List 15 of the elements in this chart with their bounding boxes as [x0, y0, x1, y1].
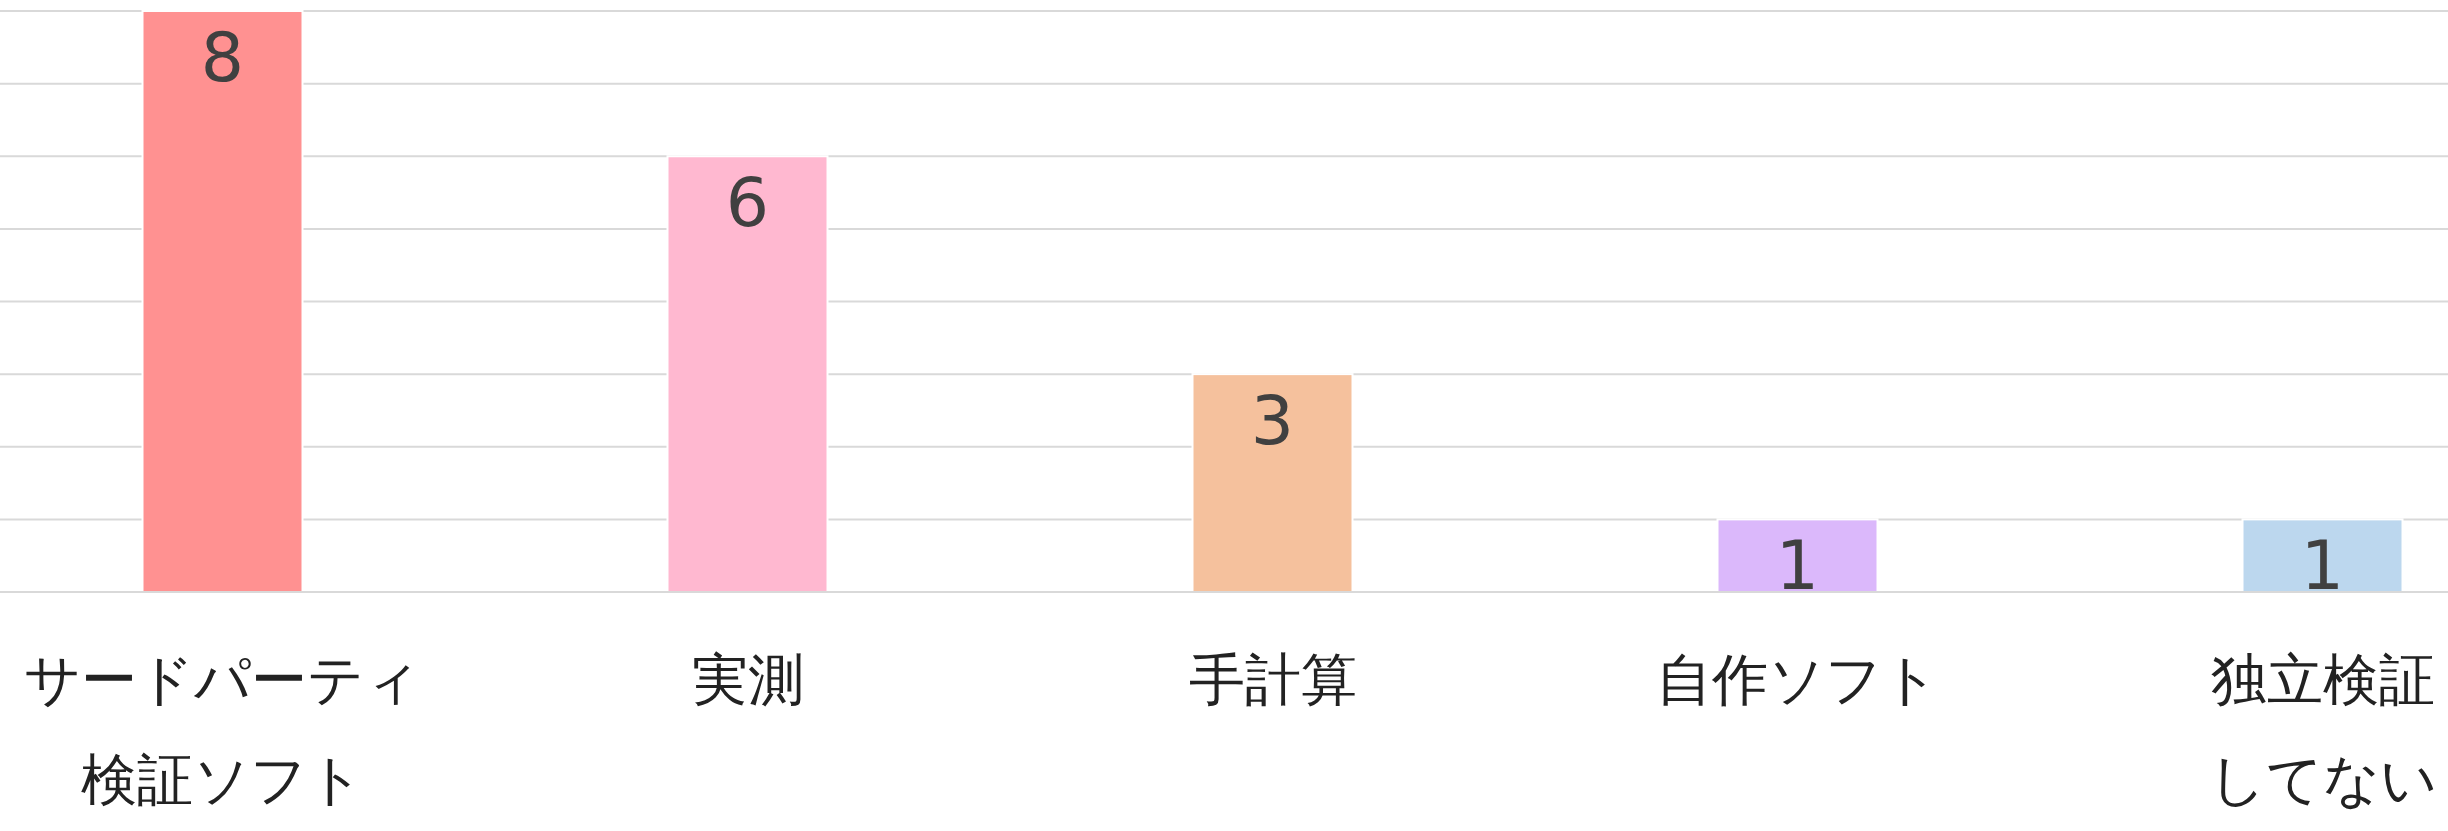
- bar: [666, 155, 829, 593]
- x-tick-label: 実測: [690, 646, 805, 714]
- x-tick-label: 独立検証してない: [2207, 646, 2438, 814]
- x-tick-label: サードパーティ検証ソフト: [23, 646, 422, 814]
- data-label: 1: [2300, 526, 2345, 606]
- x-tick-label: 自作ソフト: [1655, 646, 1940, 714]
- x-tick-label: 手計算: [1187, 646, 1358, 714]
- bar: [1191, 373, 1354, 593]
- bar: [2241, 518, 2404, 593]
- data-label: 3: [1250, 381, 1295, 461]
- data-label: 6: [725, 163, 770, 243]
- bar: [141, 10, 304, 593]
- data-label: 8: [200, 18, 245, 97]
- data-label: 1: [1775, 526, 1820, 606]
- bar: [1716, 518, 1879, 593]
